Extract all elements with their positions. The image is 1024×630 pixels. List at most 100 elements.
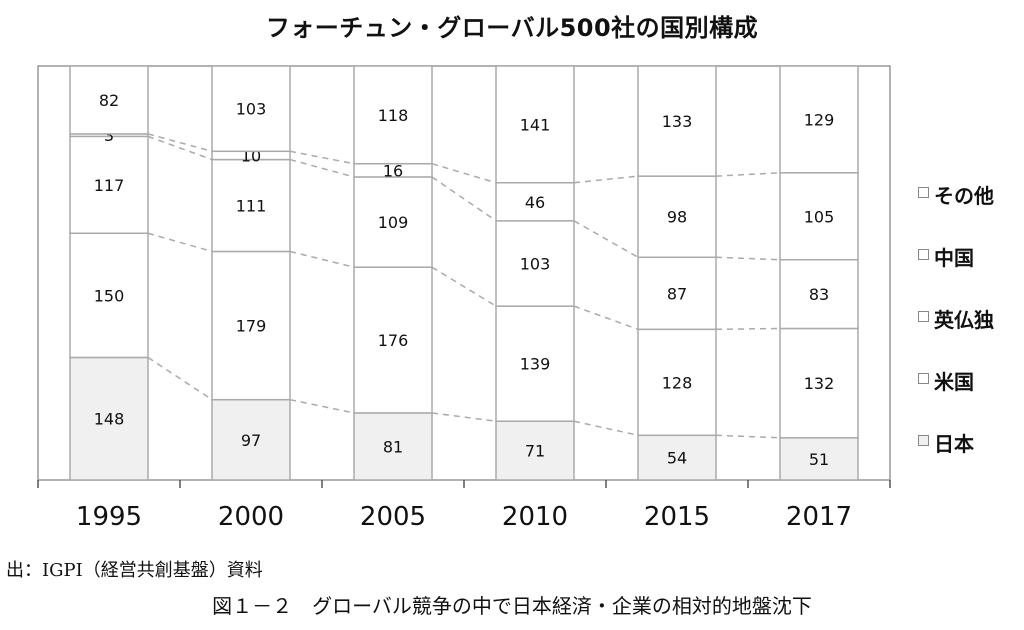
legend-item: 日本 bbox=[918, 428, 994, 490]
data-label: 118 bbox=[378, 106, 409, 125]
data-label: 81 bbox=[383, 437, 403, 456]
connector-line bbox=[715, 172, 781, 177]
x-tick-label: 2005 bbox=[360, 502, 426, 532]
x-tick-label: 1995 bbox=[76, 502, 142, 532]
connector-line bbox=[431, 412, 497, 422]
connector-line bbox=[573, 420, 639, 437]
x-tick-label: 2000 bbox=[218, 502, 284, 532]
bar-segment-2010-0 bbox=[495, 420, 575, 481]
bar-segment-2000-1 bbox=[211, 250, 291, 401]
bar-segment-2015-0 bbox=[637, 434, 717, 481]
data-label: 103 bbox=[520, 254, 551, 273]
connector-line bbox=[289, 250, 355, 268]
connector-line bbox=[147, 135, 213, 161]
data-label: 148 bbox=[94, 410, 125, 429]
connector-line bbox=[573, 305, 639, 331]
bar-segment-1995-2 bbox=[69, 135, 149, 235]
bar-segment-2017-2 bbox=[779, 259, 859, 330]
bar-segment-2010-4 bbox=[495, 65, 575, 184]
bar-segment-2015-1 bbox=[637, 328, 717, 437]
bar-segment-2017-4 bbox=[779, 65, 859, 174]
connector-line bbox=[289, 158, 355, 178]
bar-segment-2000-4 bbox=[211, 65, 291, 153]
data-label: 109 bbox=[378, 213, 409, 232]
data-label: 111 bbox=[236, 197, 267, 216]
data-label: 103 bbox=[236, 100, 267, 119]
legend-label: その他 bbox=[934, 184, 994, 208]
connector-line bbox=[147, 232, 213, 253]
data-label: 117 bbox=[94, 176, 125, 195]
bar-segment-2005-4 bbox=[353, 65, 433, 165]
legend: その他中国英仏独米国日本 bbox=[918, 180, 994, 490]
bar-segment-2000-2 bbox=[211, 158, 291, 253]
legend-swatch bbox=[918, 373, 929, 384]
legend-label: 日本 bbox=[934, 432, 974, 456]
bar-segment-2015-3 bbox=[637, 175, 717, 259]
legend-swatch bbox=[918, 187, 929, 198]
bar-segment-2015-4 bbox=[637, 65, 717, 177]
legend-item: 英仏独 bbox=[918, 304, 994, 366]
connector-line bbox=[289, 398, 355, 414]
data-label: 51 bbox=[809, 450, 829, 469]
bar-segment-2010-1 bbox=[495, 305, 575, 422]
connector-line bbox=[573, 175, 639, 184]
bar-segment-2010-3 bbox=[495, 181, 575, 222]
data-label: 46 bbox=[525, 193, 545, 212]
connector-line bbox=[715, 434, 781, 439]
data-label: 128 bbox=[662, 373, 693, 392]
x-tick-label: 2010 bbox=[502, 502, 568, 532]
bar-segment-1995-0 bbox=[69, 356, 149, 481]
bar-segment-2017-1 bbox=[779, 327, 859, 439]
legend-label: 中国 bbox=[934, 246, 974, 270]
data-label: 139 bbox=[520, 355, 551, 374]
connector-line bbox=[431, 176, 497, 222]
bar-segment-2017-3 bbox=[779, 172, 859, 261]
connector-line bbox=[147, 133, 213, 153]
data-label: 105 bbox=[804, 207, 835, 226]
bar-segment-1995-4 bbox=[69, 65, 149, 135]
bar-segment-2017-0 bbox=[779, 437, 859, 481]
data-label: 54 bbox=[667, 449, 687, 468]
data-label: 82 bbox=[99, 91, 119, 110]
data-label: 176 bbox=[378, 331, 409, 350]
bar-segment-2000-0 bbox=[211, 398, 291, 481]
data-label: 129 bbox=[804, 110, 835, 129]
bar-segment-2010-2 bbox=[495, 220, 575, 307]
legend-item: その他 bbox=[918, 180, 994, 242]
data-label: 150 bbox=[94, 286, 125, 305]
data-label: 71 bbox=[525, 442, 545, 461]
data-label: 16 bbox=[383, 161, 403, 180]
chart-title: フォーチュン・グローバル500社の国別構成 bbox=[265, 14, 759, 42]
data-label: 97 bbox=[241, 431, 261, 450]
connector-line bbox=[715, 327, 781, 331]
x-tick-label: 2015 bbox=[644, 502, 710, 532]
legend-label: 英仏独 bbox=[934, 308, 994, 332]
data-label: 3 bbox=[104, 126, 114, 145]
legend-item: 米国 bbox=[918, 366, 994, 428]
legend-swatch bbox=[918, 311, 929, 322]
data-label: 87 bbox=[667, 284, 687, 303]
data-label: 179 bbox=[236, 317, 267, 336]
legend-swatch bbox=[918, 435, 929, 446]
data-label: 133 bbox=[662, 112, 693, 131]
legend-swatch bbox=[918, 249, 929, 260]
figure-caption: 図１－２ グローバル競争の中で日本経済・企業の相対的地盤沈下 bbox=[212, 594, 812, 618]
legend-label: 米国 bbox=[934, 370, 974, 394]
bar-segment-2005-1 bbox=[353, 266, 433, 414]
connector-line bbox=[715, 256, 781, 261]
connector-line bbox=[431, 266, 497, 307]
bar-segment-2005-0 bbox=[353, 412, 433, 481]
data-label: 141 bbox=[520, 115, 551, 134]
data-label: 83 bbox=[809, 285, 829, 304]
legend-item: 中国 bbox=[918, 242, 994, 304]
connector-line bbox=[431, 162, 497, 184]
data-label: 98 bbox=[667, 208, 687, 227]
connector-line bbox=[147, 356, 213, 401]
source-note: 出：IGPI（経営共創基盤）資料 bbox=[6, 560, 263, 581]
plot-frame bbox=[37, 65, 891, 481]
connector-line bbox=[573, 220, 639, 258]
x-tick-label: 2017 bbox=[786, 502, 852, 532]
data-label: 132 bbox=[804, 374, 835, 393]
connector-line bbox=[289, 150, 355, 165]
